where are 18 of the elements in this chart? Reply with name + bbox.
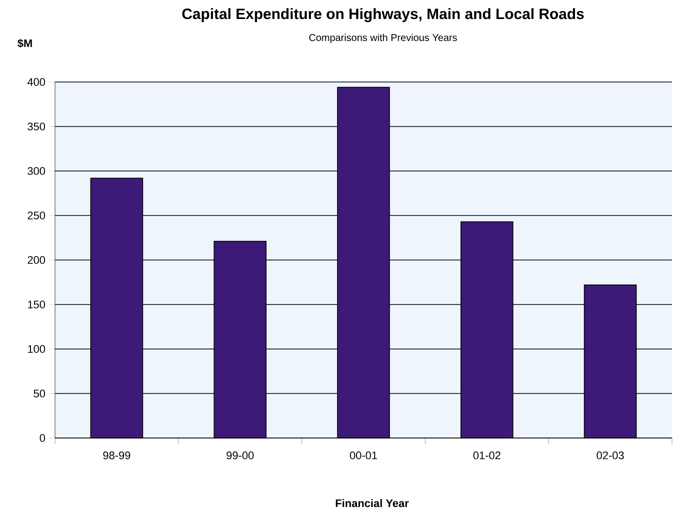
y-tick-label: 300: [28, 167, 46, 175]
y-tick-label: 0: [40, 434, 46, 442]
x-tick-label: 99-00: [226, 452, 254, 460]
y-axis-title: $M: [18, 38, 32, 48]
y-tick-label: 350: [28, 122, 46, 130]
y-tick-label: 250: [28, 212, 46, 220]
y-tick-label: 200: [28, 256, 46, 264]
y-tick-label: 400: [27, 78, 46, 86]
y-tick-label: 50: [34, 390, 46, 398]
x-axis-title: Financial Year: [336, 499, 409, 508]
y-tick-label: 100: [28, 345, 46, 353]
x-tick-label: 00-01: [350, 452, 377, 460]
x-tick-label: 98-99: [103, 452, 130, 460]
y-tick-label: 150: [28, 300, 46, 308]
x-tick-label: 01-02: [473, 452, 500, 460]
chart-title: Capital Expenditure on Highways, Main and Local Roads: [182, 8, 584, 22]
x-tick-label: 02-03: [596, 452, 624, 460]
chart-subtitle: Comparisons with Previous Years: [309, 34, 457, 44]
